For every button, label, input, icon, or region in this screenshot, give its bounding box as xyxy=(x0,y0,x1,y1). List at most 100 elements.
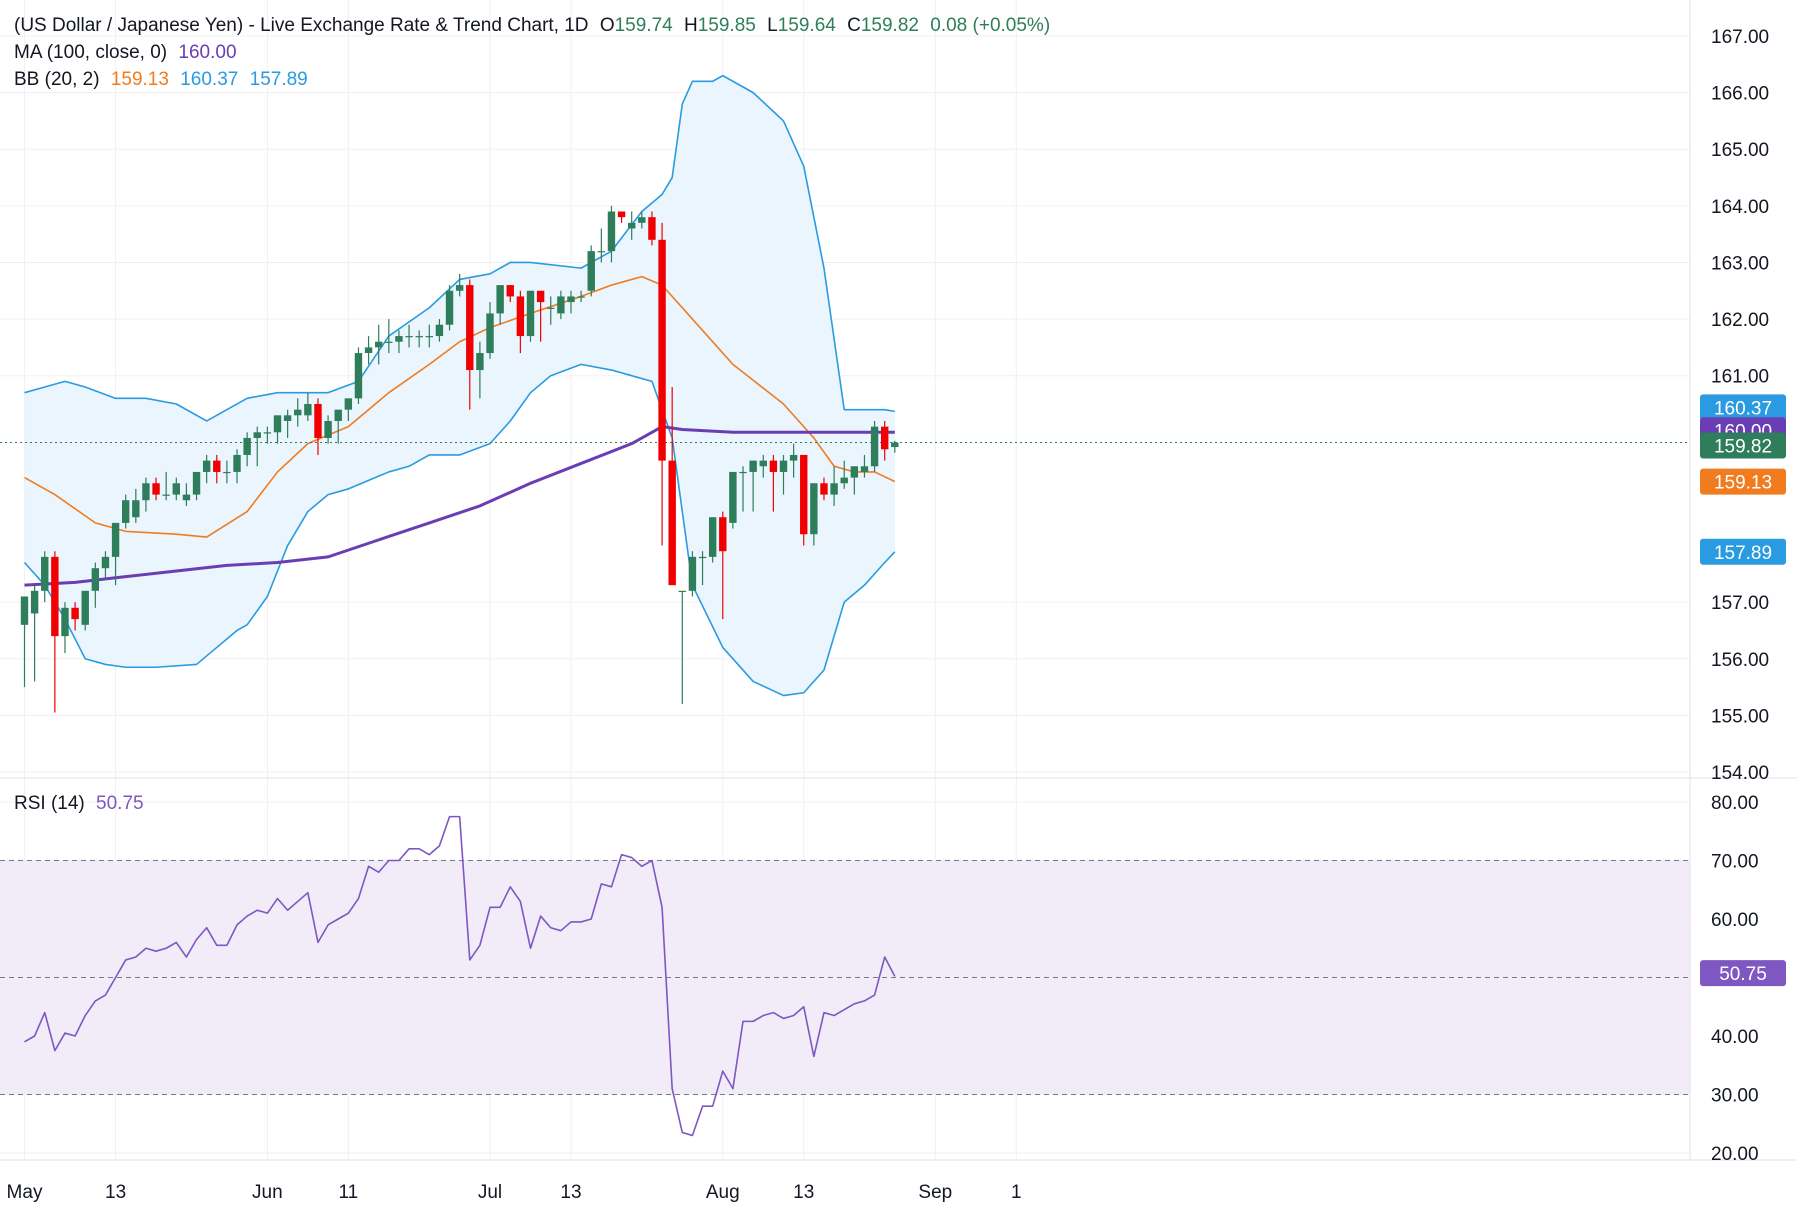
candle-body xyxy=(526,290,535,337)
open-label: O xyxy=(599,15,615,36)
ma-label: MA (100, close, 0) xyxy=(14,42,168,63)
candle-body xyxy=(263,432,272,434)
close-label: C xyxy=(847,15,861,36)
bb-lower-value: 157.89 xyxy=(249,69,308,90)
candle-body xyxy=(344,398,353,410)
low-value: 159.64 xyxy=(777,15,836,36)
candle-body xyxy=(860,466,869,472)
candle-body xyxy=(800,454,808,535)
candle-body xyxy=(324,420,332,438)
candle-body xyxy=(435,324,444,337)
candle-body xyxy=(516,296,525,337)
candle-body xyxy=(779,460,788,472)
rsi-tick-label: 20.00 xyxy=(1711,1144,1759,1165)
candle-body xyxy=(759,460,767,467)
candle-body xyxy=(354,353,363,399)
candle-body xyxy=(172,483,180,495)
bb-lower-badge-bg xyxy=(1700,538,1786,565)
candle-body xyxy=(364,347,373,354)
candle-body xyxy=(769,460,778,472)
time-tick-label: 13 xyxy=(105,1182,126,1203)
candle-body xyxy=(617,211,626,218)
candle-body xyxy=(455,285,464,291)
candle-body xyxy=(395,336,403,342)
candle-body xyxy=(638,217,646,223)
candle-body xyxy=(223,471,231,474)
price-tick-label: 155.00 xyxy=(1711,706,1769,727)
candle-body xyxy=(243,437,251,455)
price-tick-label: 166.00 xyxy=(1711,84,1769,105)
candle-body xyxy=(496,285,504,314)
candle-body xyxy=(708,517,717,557)
price-tick-label: 165.00 xyxy=(1711,140,1769,161)
candle-body xyxy=(375,341,383,348)
candle-body xyxy=(253,432,261,438)
band-fills xyxy=(24,75,895,696)
candle-body xyxy=(891,442,899,448)
candle-body xyxy=(30,590,39,614)
candle-body xyxy=(61,607,69,637)
price-tick-label: 162.00 xyxy=(1711,310,1769,331)
candle-body xyxy=(91,568,100,591)
candle-body xyxy=(870,426,879,467)
candle-body xyxy=(111,522,120,557)
chart-title: (US Dollar / Japanese Yen) - Live Exchan… xyxy=(14,15,589,36)
candle-body xyxy=(850,466,859,478)
candle-body xyxy=(668,460,676,586)
price-tick-label: 164.00 xyxy=(1711,197,1769,218)
rsi-tick-label: 30.00 xyxy=(1711,1086,1759,1107)
candle-body xyxy=(213,460,221,472)
bb-lower-badge: 157.89 xyxy=(1714,543,1772,564)
candle-body xyxy=(567,296,575,303)
candle-body xyxy=(182,494,191,501)
rsi-tick-label: 80.00 xyxy=(1711,793,1759,814)
header-row: (US Dollar / Japanese Yen) - Live Exchan… xyxy=(14,12,1056,39)
price-tick-label: 161.00 xyxy=(1711,367,1769,388)
candle-body xyxy=(597,251,606,253)
candle-body xyxy=(152,483,160,495)
candle-body xyxy=(628,222,636,229)
candle-body xyxy=(820,483,828,495)
candle-body xyxy=(466,285,474,371)
bollinger-band-fill xyxy=(24,75,895,696)
candle-body xyxy=(749,460,757,472)
candle-body xyxy=(71,607,79,620)
time-tick-label: Jul xyxy=(478,1182,502,1203)
candle-body xyxy=(789,454,798,461)
candle-body xyxy=(405,336,413,338)
candle-body xyxy=(698,556,707,559)
ma100-line xyxy=(24,425,895,587)
candles xyxy=(20,205,899,713)
candle-body xyxy=(425,336,433,338)
candle-body xyxy=(41,556,49,591)
candle-body xyxy=(607,211,616,252)
candle-body xyxy=(445,290,454,325)
candle-body xyxy=(729,471,737,523)
low-label: L xyxy=(767,15,778,36)
ma-row: MA (100, close, 0) 160.00 xyxy=(14,39,1056,66)
time-tick-label: Aug xyxy=(706,1182,740,1203)
open-value: 159.74 xyxy=(614,15,673,36)
candle-body xyxy=(81,590,89,625)
candle-body xyxy=(122,500,130,523)
candle-body xyxy=(202,460,211,472)
price-tick-label: 156.00 xyxy=(1711,650,1769,671)
candle-body xyxy=(506,285,514,297)
candle-body xyxy=(132,500,140,518)
candle-body xyxy=(142,483,150,501)
candle-body xyxy=(192,471,201,495)
price-tick-label: 163.00 xyxy=(1711,253,1769,274)
candle-body xyxy=(739,471,747,474)
chart-legend: (US Dollar / Japanese Yen) - Live Exchan… xyxy=(14,12,1056,93)
close-value: 159.82 xyxy=(860,15,919,36)
candle-body xyxy=(830,483,838,495)
candle-body xyxy=(20,596,29,625)
price-tick-label: 167.00 xyxy=(1711,27,1769,48)
grid-lines xyxy=(0,0,1797,1161)
candle-body xyxy=(587,251,595,291)
candle-body xyxy=(273,415,282,433)
time-tick-label: Jun xyxy=(252,1182,283,1203)
rsi-value: 50.75 xyxy=(96,793,144,814)
last-price-badge-bg xyxy=(1700,432,1786,459)
